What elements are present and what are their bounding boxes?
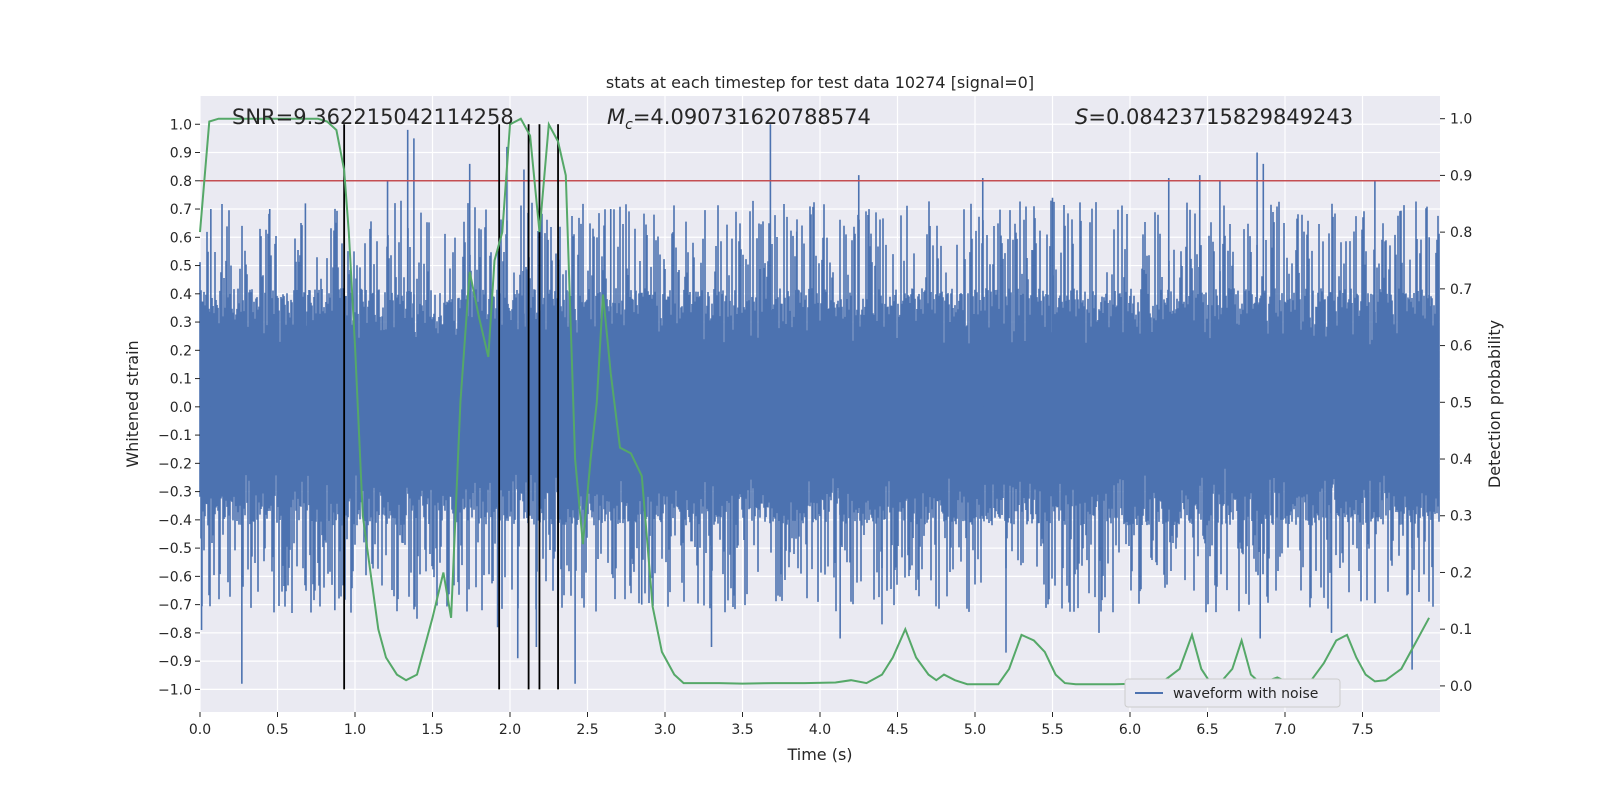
y-left-tick-label: −0.8	[158, 626, 192, 642]
x-tick-label: 6.0	[1119, 722, 1141, 738]
y-right-tick-label: 0.3	[1450, 509, 1472, 525]
y-right-tick-label: 0.0	[1450, 679, 1472, 695]
x-tick-label: 1.0	[344, 722, 366, 738]
x-tick-label: 7.0	[1274, 722, 1296, 738]
y-left-tick-label: −0.1	[158, 428, 192, 444]
y-left-tick-label: −0.3	[158, 485, 192, 501]
x-tick-label: 3.5	[731, 722, 753, 738]
y-right-tick-label: 0.7	[1450, 282, 1472, 298]
x-tick-label: 1.5	[421, 722, 443, 738]
y-left-tick-label: 0.8	[170, 174, 192, 190]
chirp-mass-annotation: Mc=4.090731620788574	[607, 105, 871, 133]
s-statistic-value: =0.08423715829849243	[1088, 105, 1353, 129]
detection-probability-line	[199, 117, 1430, 686]
y-left-tick-label: 0.2	[170, 343, 192, 359]
y-right-tick-label: 0.8	[1450, 225, 1472, 241]
chirp-mass-symbol: M	[607, 105, 625, 129]
s-statistic-annotation: S=0.08423715829849243	[1075, 105, 1353, 129]
x-tick-label: 0.0	[189, 722, 211, 738]
y-right-tick-label: 0.1	[1450, 622, 1472, 638]
y-left-tick-label: −0.2	[158, 456, 192, 472]
y-left-tick-label: 0.6	[170, 230, 192, 246]
y-right-tick-label: 1.0	[1450, 112, 1472, 128]
chart-title: stats at each timestep for test data 102…	[606, 73, 1034, 92]
legend-box	[1124, 678, 1341, 708]
y-left-tick-label: −1.0	[158, 682, 192, 698]
y-left-tick-label: 0.3	[170, 315, 192, 331]
snr-annotation: SNR=9.362215042114258	[232, 105, 514, 129]
y-left-tick-label: 0.5	[170, 259, 192, 275]
y-left-tick-label: −0.5	[158, 541, 192, 557]
waveform-series	[199, 124, 1440, 684]
y-axis-label-left: Whitened strain	[123, 340, 142, 467]
legend-label: waveform with noise	[1173, 686, 1318, 702]
y-left-tick-label: 0.1	[170, 372, 192, 388]
chirp-mass-value: =4.090731620788574	[633, 105, 871, 129]
s-statistic-symbol: S	[1075, 105, 1088, 129]
y-left-tick-label: 0.7	[170, 202, 192, 218]
y-left-tick-label: −0.7	[158, 598, 192, 614]
x-tick-label: 7.5	[1351, 722, 1373, 738]
y-left-tick-label: 0.9	[170, 146, 192, 162]
y-left-tick-label: −0.9	[158, 654, 192, 670]
chirp-mass-subscript: c	[625, 117, 633, 133]
waveform-noise-trace	[199, 200, 1440, 613]
x-tick-label: 4.5	[886, 722, 908, 738]
y-left-tick-label: 0.4	[170, 287, 192, 303]
x-tick-label: 4.0	[809, 722, 831, 738]
x-axis-label: Time (s)	[786, 745, 852, 764]
y-left-tick-label: 1.0	[170, 117, 192, 133]
y-right-tick-label: 0.6	[1450, 339, 1472, 355]
y-right-tick-label: 0.9	[1450, 168, 1472, 184]
y-left-tick-label: −0.4	[158, 513, 192, 529]
y-right-tick-label: 0.4	[1450, 452, 1472, 468]
y-left-tick-label: −0.6	[158, 569, 192, 585]
y-right-tick-label: 0.2	[1450, 565, 1472, 581]
x-tick-label: 6.5	[1196, 722, 1218, 738]
x-tick-label: 2.0	[499, 722, 521, 738]
y-left-tick-label: 0.0	[170, 400, 192, 416]
x-tick-label: 0.5	[266, 722, 288, 738]
y-axis-label-right: Detection probability	[1485, 320, 1504, 488]
x-tick-label: 5.5	[1041, 722, 1063, 738]
x-tick-label: 2.5	[576, 722, 598, 738]
y-right-tick-label: 0.5	[1450, 395, 1472, 411]
x-tick-label: 5.0	[964, 722, 986, 738]
x-tick-label: 3.0	[654, 722, 676, 738]
